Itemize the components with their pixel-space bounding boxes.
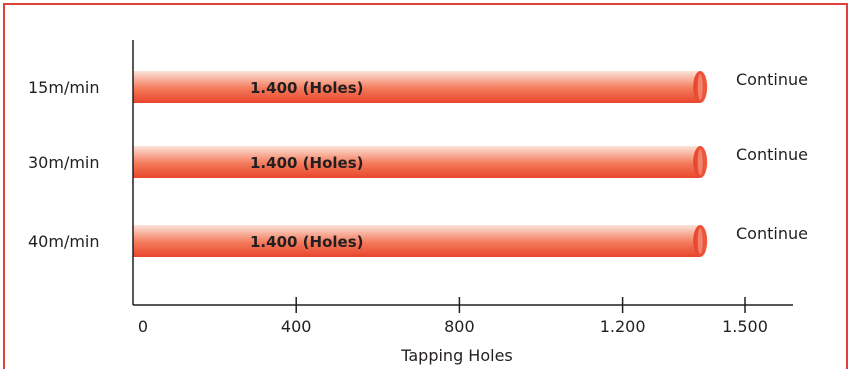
- category-label: 30m/min: [28, 153, 100, 172]
- x-tick-label: 800: [444, 317, 475, 336]
- bar: [133, 146, 701, 178]
- bar-cap: [693, 225, 708, 257]
- end-label: Continue: [736, 145, 808, 164]
- end-label: Continue: [736, 70, 808, 89]
- bar-cap: [693, 146, 708, 178]
- x-tick-label: 0: [138, 317, 148, 336]
- frame-border: [3, 3, 848, 373]
- bar: [133, 71, 701, 103]
- bar-cap: [693, 71, 708, 103]
- end-label: Continue: [736, 224, 808, 243]
- category-label: 40m/min: [28, 232, 100, 251]
- bar-cap-highlight: [697, 228, 703, 254]
- data-label: 1.400 (Holes): [250, 79, 363, 97]
- x-tick-label: 1.200: [600, 317, 646, 336]
- bar-cap-highlight: [697, 74, 703, 100]
- x-tick-label: 400: [281, 317, 312, 336]
- bars-group: [133, 71, 708, 257]
- data-label: 1.400 (Holes): [250, 233, 363, 251]
- bar-cap-highlight: [697, 149, 703, 175]
- category-label: 15m/min: [28, 78, 100, 97]
- labels-group: 15m/min 1.400 (Holes) Continue 30m/min 1.400…: [28, 70, 808, 251]
- axes-group: 0 400 800 1.200 1.500 Tapping Holes: [132, 40, 793, 365]
- x-axis-title: Tapping Holes: [400, 346, 513, 365]
- x-tick-label: 1.500: [722, 317, 768, 336]
- data-label: 1.400 (Holes): [250, 154, 363, 172]
- bar: [133, 225, 701, 257]
